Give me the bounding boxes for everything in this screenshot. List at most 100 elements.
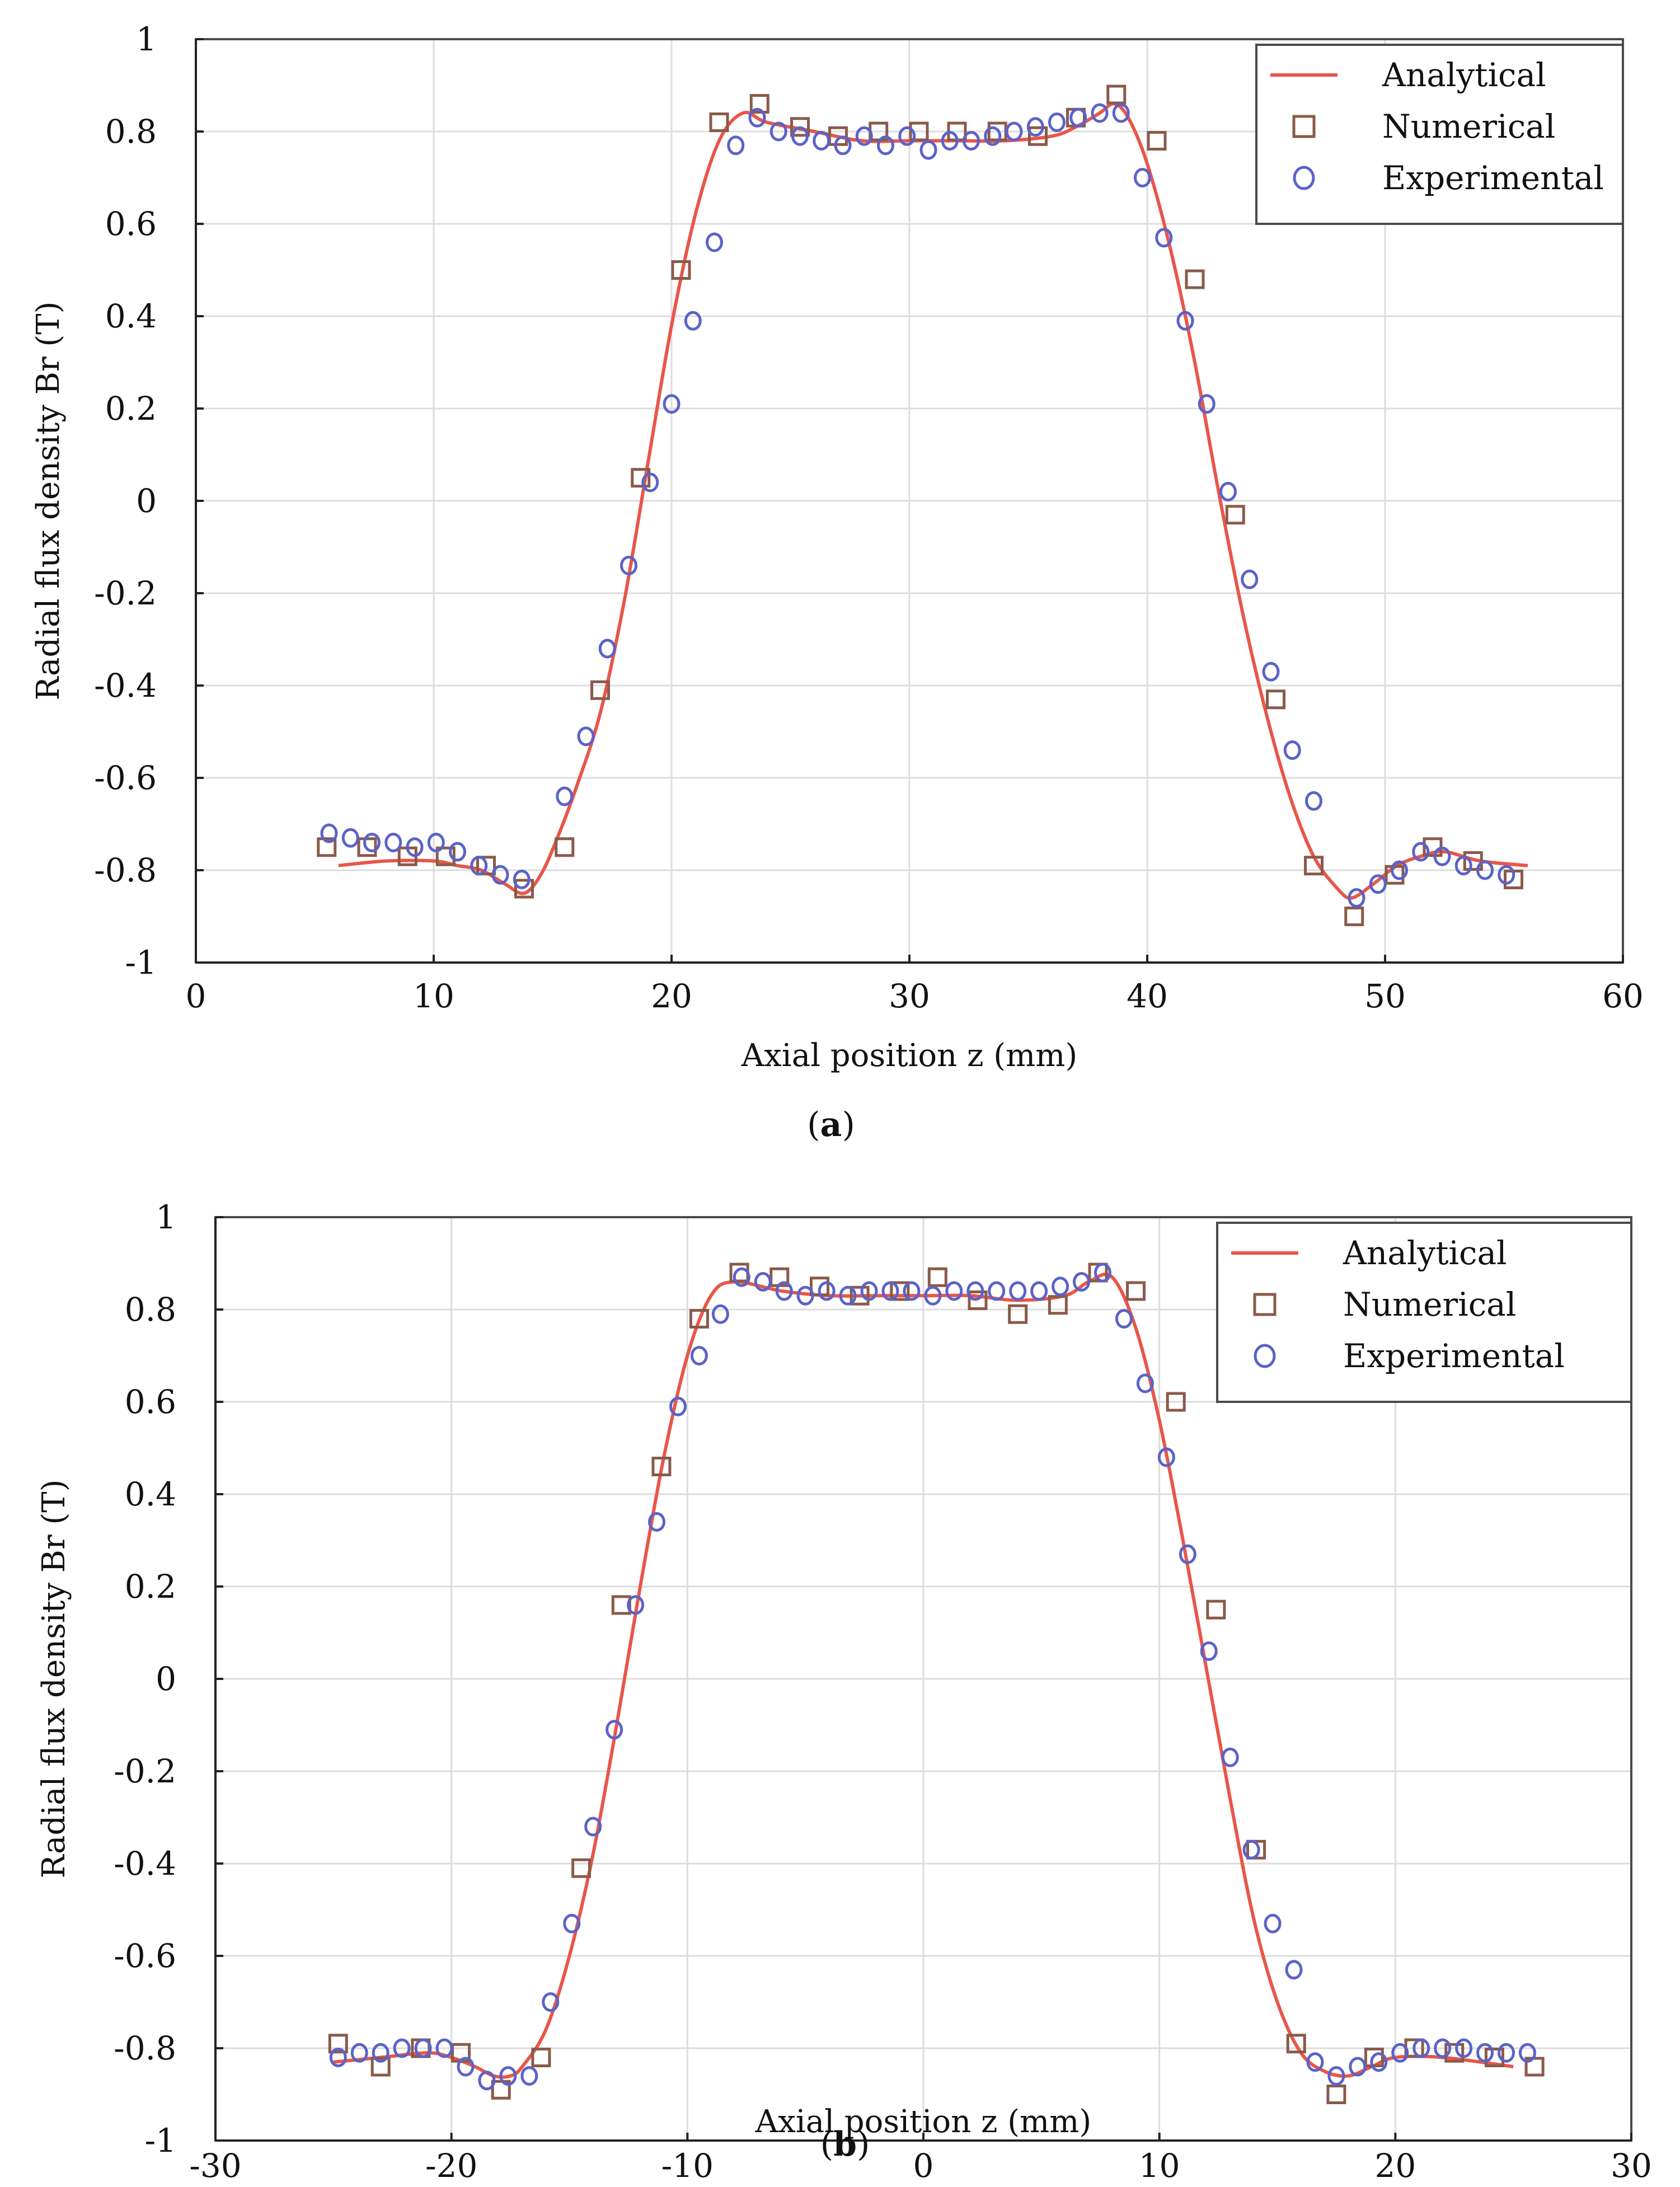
experimental-point <box>984 126 1002 146</box>
numerical-point <box>968 1290 988 1310</box>
experimental-point <box>329 2048 347 2067</box>
y-tick-label: 0.8 <box>105 112 157 151</box>
legend-label: Numerical <box>1343 1285 1516 1324</box>
x-tick-label: 20 <box>651 977 692 1015</box>
experimental-point <box>1094 1263 1111 1283</box>
y-tick-label: 0.4 <box>105 297 157 335</box>
experimental-point <box>457 2057 475 2077</box>
x-tick-label: 0 <box>913 2147 934 2185</box>
chart-a: 0 10 20 30 40 50 60 -1 -0.8 -0.6 -0.4 -0.2 0 0.2 0.4 0.… <box>30 20 1644 1144</box>
legend-label: Analytical <box>1343 1234 1507 1272</box>
experimental-point <box>1391 2043 1409 2063</box>
y-tick-label: 0.6 <box>125 1383 176 1421</box>
numerical-point <box>828 126 848 146</box>
experimental-point <box>1115 1309 1133 1329</box>
numerical-point <box>531 2048 551 2067</box>
y-tick-label: -1 <box>145 2122 177 2160</box>
experimental-point <box>1073 1272 1091 1292</box>
experimental-point <box>1518 2043 1536 2063</box>
experimental-point <box>542 1992 560 2012</box>
numerical-point <box>1444 2043 1465 2063</box>
experimental-point <box>584 1817 602 1837</box>
experimental-point <box>1241 569 1259 589</box>
x-tick-label: -30 <box>189 2147 241 2185</box>
y-tick-label: 0.4 <box>125 1475 176 1513</box>
analytical-curve <box>338 102 1528 900</box>
numerical-point <box>1344 907 1364 926</box>
y-tick-label: -0.4 <box>114 1845 176 1883</box>
experimental-point <box>627 1595 645 1615</box>
x-tick-label: 30 <box>889 977 930 1015</box>
legend-label: Experimental <box>1343 1337 1565 1375</box>
experimental-point <box>1069 107 1087 128</box>
experimental-point <box>384 833 402 852</box>
experimental-point <box>988 1281 1006 1301</box>
y-tick-label: -0.2 <box>94 574 157 612</box>
experimental-point <box>1264 1913 1282 1933</box>
x-tick-label: 40 <box>1127 977 1168 1015</box>
experimental-point <box>898 126 916 146</box>
experimental-point <box>1030 1281 1048 1301</box>
experimental-point <box>406 837 424 857</box>
experimental-point <box>733 1267 750 1287</box>
y-tick-label: 1 <box>156 1198 176 1236</box>
experimental-point <box>1454 856 1472 876</box>
experimental-point <box>520 2066 538 2086</box>
experimental-point <box>966 1281 984 1301</box>
y-tick-label: 0.2 <box>125 1567 176 1606</box>
experimental-point <box>491 865 509 885</box>
experimental-point <box>860 1281 878 1301</box>
numerical-point <box>890 1281 910 1301</box>
numerical-point <box>749 94 769 114</box>
series-experimental <box>329 1263 1536 2091</box>
y-axis-title: Radial flux density Br (T) <box>30 302 67 701</box>
numerical-point <box>1185 269 1205 289</box>
experimental-point <box>1455 2038 1473 2058</box>
experimental-point <box>1026 117 1044 137</box>
experimental-point <box>1048 112 1066 132</box>
experimental-point <box>727 135 745 156</box>
chart-b: -30 -20 -10 0 10 20 30 -1 -0.8 -0.6 -0.4 -0.2 0 0.2 0.… <box>36 1198 1652 2185</box>
series-analytical <box>333 1272 1514 2079</box>
numerical-point <box>1225 505 1245 525</box>
experimental-point <box>1200 1641 1218 1661</box>
x-tick-label: 0 <box>186 977 207 1015</box>
experimental-point <box>711 1304 729 1324</box>
experimental-point <box>1305 791 1322 811</box>
experimental-point <box>1476 860 1494 880</box>
figure-caption: (b) <box>820 2125 870 2164</box>
experimental-point <box>577 726 595 747</box>
x-axis-title: Axial position z (mm) <box>741 1038 1077 1074</box>
numerical-point <box>317 837 337 857</box>
caption-open: ( <box>807 1105 820 1144</box>
experimental-point <box>1327 2066 1345 2086</box>
experimental-point <box>320 823 338 843</box>
experimental-point <box>1242 1839 1260 1860</box>
x-tick-label: 30 <box>1611 2147 1652 2185</box>
numerical-point <box>1484 2048 1504 2067</box>
x-tick-label: 10 <box>413 977 454 1015</box>
experimental-point <box>1157 1447 1175 1467</box>
experimental-point <box>1262 661 1280 682</box>
experimental-point <box>1434 2038 1452 2058</box>
experimental-point <box>877 135 894 156</box>
legend: Analytical Numerical Experimental <box>1216 1222 1632 1403</box>
experimental-point <box>945 1281 963 1301</box>
caption-close: ) <box>842 1105 855 1144</box>
legend-label: Numerical <box>1382 107 1555 146</box>
experimental-point <box>706 232 723 252</box>
legend: Analytical Numerical Experimental <box>1255 44 1624 225</box>
experimental-point <box>834 135 852 156</box>
numerical-point <box>689 1309 709 1329</box>
numerical-point <box>435 846 456 866</box>
y-tick-label: -0.2 <box>114 1752 176 1790</box>
numerical-point <box>555 837 575 857</box>
experimental-point <box>513 870 531 889</box>
experimental-point <box>648 1512 666 1532</box>
figure-caption: (a) <box>807 1105 855 1144</box>
experimental-point <box>1198 394 1216 414</box>
experimental-point <box>1052 1276 1069 1297</box>
experimental-point <box>563 1913 581 1933</box>
experimental-point <box>427 833 445 852</box>
